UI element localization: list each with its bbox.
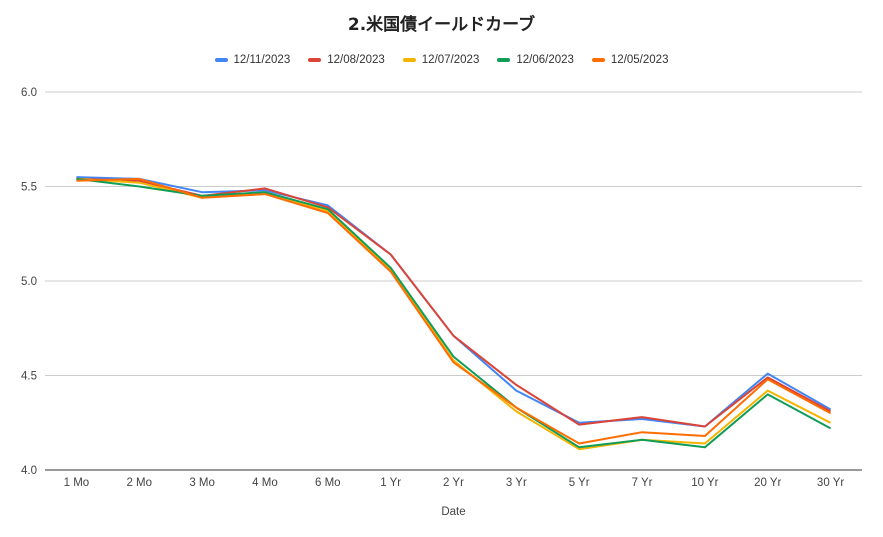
x-tick-label: 1 Yr (380, 477, 401, 489)
x-tick-label: 6 Mo (315, 477, 341, 489)
x-tick-label: 4 Mo (252, 477, 278, 489)
legend-swatch (214, 58, 228, 62)
x-tick-label: 3 Yr (506, 477, 527, 489)
legend-swatch (591, 58, 605, 62)
legend-swatch (497, 58, 511, 62)
x-tick-label: 2 Yr (443, 477, 464, 489)
legend-item: 12/06/2023 (497, 54, 574, 66)
series-line (76, 177, 832, 428)
series-line (76, 177, 832, 445)
legend-label: 12/11/2023 (233, 54, 291, 66)
y-tick-label: 4.0 (21, 465, 37, 477)
legend-label: 12/07/2023 (421, 54, 480, 66)
x-tick-label: 3 Mo (189, 477, 215, 489)
x-tick-label: 1 Mo (64, 477, 90, 489)
y-tick-label: 4.5 (21, 371, 37, 383)
legend-item: 12/07/2023 (402, 54, 480, 66)
legend-item: 12/11/2023 (214, 54, 291, 66)
x-tick-label: 10 Yr (691, 477, 718, 489)
legend-item: 12/08/2023 (308, 54, 385, 66)
legend-label: 12/05/2023 (610, 54, 669, 66)
x-tick-label: 20 Yr (754, 477, 781, 489)
chart-title: 2.米国債イールドカーブ (347, 15, 536, 35)
x-tick-label: 5 Yr (569, 477, 590, 489)
chart-legend: 12/11/2023 12/08/2023 12/07/2023 12/06/2023… (0, 54, 883, 66)
y-tick-label: 5.0 (21, 276, 37, 288)
y-tick-label: 5.5 (21, 182, 37, 194)
legend-label: 12/06/2023 (516, 54, 574, 66)
x-tick-label: 2 Mo (126, 477, 152, 489)
series-line (76, 177, 832, 449)
x-tick-label: 7 Yr (632, 477, 653, 489)
legend-label: 12/08/2023 (327, 54, 385, 66)
x-tick-label: 30 Yr (817, 477, 844, 489)
legend-item: 12/05/2023 (591, 54, 669, 66)
legend-swatch (308, 58, 322, 62)
x-axis-title: Date (441, 506, 465, 518)
legend-swatch (402, 58, 416, 62)
series-line (76, 177, 832, 451)
series-line (76, 176, 832, 428)
y-tick-label: 6.0 (21, 87, 37, 99)
